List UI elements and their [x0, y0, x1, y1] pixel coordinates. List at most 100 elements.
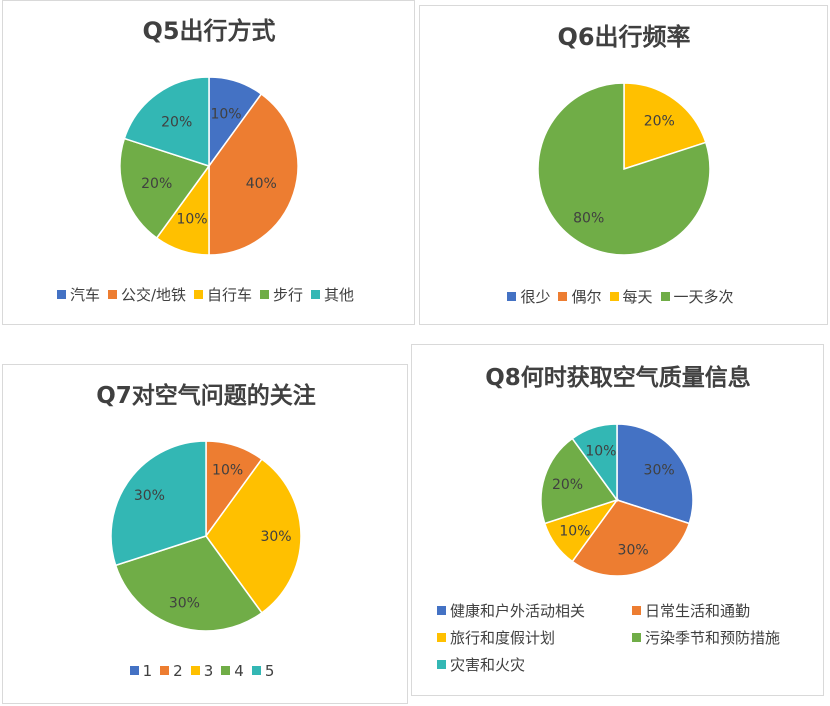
pie-slice-2 [571, 499, 691, 577]
pie-slice-3 [623, 82, 707, 171]
legend-swatch [260, 290, 270, 299]
legend-item-3: 每天 [609, 286, 653, 307]
data-label-3: 30% [260, 529, 291, 545]
legend-label: 每天 [622, 288, 653, 306]
legend-label: 1 [142, 661, 153, 680]
legend-label: 5 [264, 661, 275, 680]
legend-label: 灾害和火灾 [450, 656, 526, 674]
data-label-4: 20% [141, 176, 172, 192]
data-label-2: 40% [246, 176, 277, 192]
chart-svg-q7: Q7对空气问题的关注 0%10%30%30%30% [96, 382, 316, 632]
legend-swatch [507, 292, 517, 301]
chart-svg-q6: Q6出行频率 0%20%80% [537, 23, 711, 256]
legend-item-2: 日常生活和通勤 [632, 600, 817, 621]
chart-svg-q5: Q5出行方式 10% 40% 10% 20% 20% [119, 17, 299, 256]
pie-slices: 10% 40% 10% 20% 20% [119, 76, 299, 256]
legend-swatch [194, 290, 204, 299]
legend-item-4: 污染季节和预防措施 [632, 627, 817, 648]
legend-swatch [251, 666, 261, 675]
pie-slice-5 [110, 440, 207, 567]
legend-swatch [56, 290, 66, 299]
data-label-1: 30% [644, 462, 675, 478]
pie-slice-2 [208, 92, 299, 256]
legend-swatch [632, 606, 641, 615]
legend-swatch [311, 290, 321, 299]
legend-label: 其他 [324, 286, 355, 304]
legend-item-1: 汽车 [56, 284, 100, 305]
chart-legend: 很少 偶尔 每天 一天多次 [420, 286, 829, 307]
chart-legend: 健康和户外活动相关 日常生活和通勤旅行和度假计划 污染季节和预防措施灾害和火灾 [437, 600, 817, 681]
chart-title: Q8何时获取空气质量信息 [485, 364, 751, 391]
data-label-3: 20% [644, 114, 675, 130]
legend-swatch [160, 666, 170, 675]
legend-swatch [632, 633, 641, 642]
legend-swatch [609, 292, 619, 301]
pie-slices: 30% 30% 10% 20% 10% [540, 423, 694, 577]
legend-item-1: 健康和户外活动相关 [437, 600, 622, 621]
legend-item-5: 其他 [311, 284, 354, 305]
legend-row: 灾害和火灾 [437, 654, 817, 675]
chart-title: Q6出行频率 [557, 23, 690, 51]
legend-item-4: 一天多次 [660, 286, 734, 307]
legend-item-5: 灾害和火灾 [437, 654, 622, 675]
legend-item-3: 3 [190, 661, 214, 680]
legend-item-1: 很少 [507, 286, 550, 307]
data-label-4: 20% [552, 477, 583, 493]
legend-label: 步行 [273, 286, 304, 304]
chart-svg-q8: Q8何时获取空气质量信息 30% 30% 10% 20% 10% [485, 364, 751, 577]
legend-label: 污染季节和预防措施 [645, 629, 781, 647]
data-label-3: 10% [559, 524, 590, 540]
chart-title: Q7对空气问题的关注 [96, 382, 316, 409]
data-label-5: 10% [585, 444, 616, 460]
data-label-3: 10% [176, 211, 207, 227]
chart-panel-q8: Q8何时获取空气质量信息 30% 30% 10% 20% 10% 健康和户外活动相关 日常… [411, 344, 824, 696]
legend-row: 旅行和度假计划 污染季节和预防措施 [437, 627, 817, 648]
legend-swatch [660, 292, 670, 301]
legend-item-2: 偶尔 [558, 286, 602, 307]
legend-item-5: 5 [251, 661, 275, 680]
legend-item-4: 步行 [260, 284, 303, 305]
pie-slice-1 [616, 423, 694, 525]
legend-swatch [190, 666, 200, 675]
legend-item-4: 4 [221, 662, 244, 680]
pie-slice-5 [123, 76, 210, 168]
pie-slices: 0%20%80% [537, 82, 711, 256]
pie-slice-4 [540, 437, 619, 525]
pie-slices: 0%10%30%30%30% [110, 440, 302, 632]
legend-label: 健康和户外活动相关 [450, 602, 586, 620]
legend-label: 4 [234, 661, 244, 680]
legend-item-2: 公交/地铁 [107, 284, 187, 305]
legend-label: 汽车 [69, 286, 100, 304]
pie-slice-3 [205, 458, 302, 614]
data-label-2: 10% [212, 462, 243, 478]
legend-label: 自行车 [207, 286, 253, 304]
legend-item-2: 2 [160, 662, 183, 680]
legend-swatch [437, 660, 446, 669]
legend-swatch [437, 606, 446, 615]
legend-label: 很少 [520, 288, 551, 306]
legend-swatch [107, 290, 117, 299]
chart-legend: 汽车 公交/地铁 自行车 步行 其他 [3, 284, 416, 305]
legend-item-1: 1 [129, 661, 153, 680]
legend-label: 旅行和度假计划 [450, 629, 556, 647]
legend-label: 3 [203, 661, 214, 680]
pie-slice-4 [119, 137, 211, 240]
pie-slice-4 [537, 82, 711, 256]
chart-panel-q5: Q5出行方式 10% 40% 10% 20% 20% 汽车 公交/地铁 自行车 步行 其他 [2, 0, 415, 325]
legend-label: 2 [173, 661, 183, 680]
data-label-1: 10% [210, 107, 241, 123]
pie-slice-4 [114, 535, 263, 632]
legend-label: 公交/地铁 [120, 286, 187, 304]
data-label-2: 30% [618, 543, 649, 559]
legend-label: 偶尔 [571, 288, 602, 306]
pie-slice-5 [571, 423, 618, 503]
legend-label: 一天多次 [673, 288, 734, 306]
data-label-5: 20% [161, 115, 192, 131]
data-label-4: 30% [169, 596, 200, 612]
chart-title: Q5出行方式 [142, 17, 275, 45]
data-label-4: 80% [573, 211, 604, 227]
legend-swatch [129, 666, 139, 675]
legend-row: 健康和户外活动相关 日常生活和通勤 [437, 600, 817, 621]
